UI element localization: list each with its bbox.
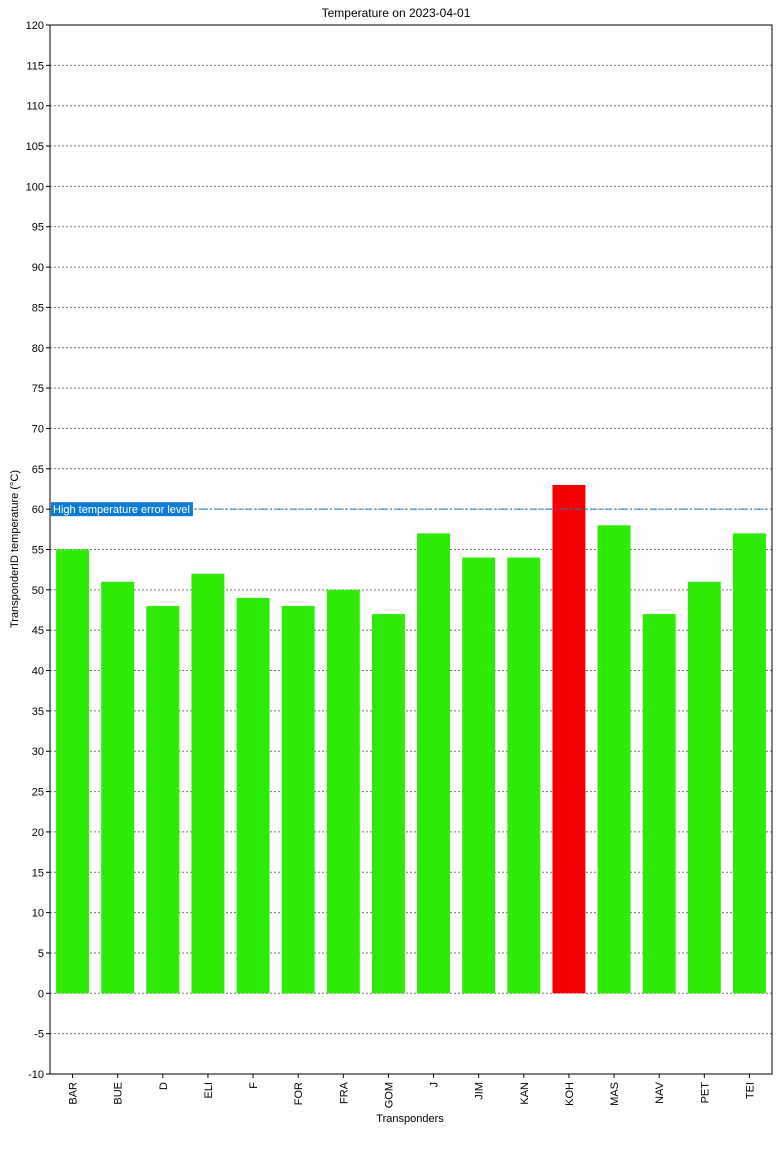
bar-koh <box>552 484 586 994</box>
y-tick-label: 75 <box>32 383 44 395</box>
y-tick-label: 25 <box>32 787 44 799</box>
x-tick-label: J <box>429 1082 441 1088</box>
x-tick-label: KOH <box>564 1082 576 1106</box>
bar-jim <box>462 557 496 994</box>
bar-pet <box>687 581 721 994</box>
y-tick-label: 90 <box>32 262 44 274</box>
y-tick-label: 10 <box>32 908 44 920</box>
y-tick-label: 95 <box>32 222 44 234</box>
x-tick-label: MAS <box>609 1082 621 1106</box>
x-tick-label: PET <box>699 1082 711 1104</box>
x-tick-label: FOR <box>293 1082 305 1105</box>
y-tick-label: 30 <box>32 746 44 758</box>
x-tick-label: FRA <box>338 1081 350 1104</box>
y-tick-label: -5 <box>34 1029 44 1041</box>
bar-f <box>236 597 270 994</box>
x-axis-title: Transponders <box>376 1113 444 1125</box>
y-tick-label: 40 <box>32 666 44 678</box>
y-axis-title: TransponderID temperature (°C) <box>9 470 21 628</box>
y-tick-label: 0 <box>38 988 44 1000</box>
y-tick-label: -10 <box>28 1069 44 1081</box>
x-tick-label: TEI <box>744 1082 756 1099</box>
bar-bar <box>56 549 90 994</box>
y-tick-label: 120 <box>26 20 44 32</box>
y-tick-label: 85 <box>32 302 44 314</box>
y-tick-label: 45 <box>32 625 44 637</box>
y-tick-label: 50 <box>32 585 44 597</box>
y-tick-label: 115 <box>26 60 44 72</box>
y-tick-label: 110 <box>26 101 44 113</box>
y-tick-label: 15 <box>32 867 44 879</box>
x-tick-label: GOM <box>383 1082 395 1108</box>
x-tick-label: F <box>248 1082 260 1089</box>
bar-kan <box>507 557 541 994</box>
x-tick-label: KAN <box>519 1082 531 1105</box>
y-tick-label: 60 <box>32 504 44 516</box>
threshold-label-bg <box>51 502 193 517</box>
bar-nav <box>642 614 676 994</box>
bar-bue <box>101 581 135 994</box>
bar-j <box>417 533 451 994</box>
y-tick-label: 70 <box>32 423 44 435</box>
y-tick-label: 80 <box>32 343 44 355</box>
y-tick-label: 105 <box>26 141 44 153</box>
x-tick-label: JIM <box>474 1082 486 1100</box>
bar-tei <box>732 533 766 994</box>
bar-eli <box>191 573 225 994</box>
chart-title: Temperature on 2023-04-01 <box>322 6 471 20</box>
x-tick-label: ELI <box>203 1082 215 1099</box>
bar-gom <box>371 614 405 994</box>
y-tick-label: 100 <box>26 181 44 193</box>
x-tick-label: NAV <box>654 1081 666 1103</box>
bar-for <box>281 605 315 994</box>
threshold-group: High temperature error level <box>50 502 772 516</box>
y-tick-label: 65 <box>32 464 44 476</box>
y-tick-label: 5 <box>38 948 44 960</box>
x-axis-ticks: BAR BUE D ELI F FOR FRA GOM J JIM KAN KOH MAS NAV PET T… <box>68 1074 756 1108</box>
y-tick-label: 35 <box>32 706 44 718</box>
bar-d <box>146 605 180 994</box>
bars <box>56 484 766 994</box>
x-tick-label: BUE <box>113 1082 125 1105</box>
y-axis-ticks: -10 -5 0 5 10 15 20 25 30 35 40 45 50 55 60 65 70 75 80 85 9… <box>26 20 50 1081</box>
x-tick-label: D <box>158 1082 170 1090</box>
threshold-label: High temperature error level <box>53 504 190 516</box>
bar-mas <box>597 525 631 994</box>
bar-fra <box>326 589 360 994</box>
y-tick-label: 55 <box>32 545 44 557</box>
y-tick-label: 20 <box>32 827 44 839</box>
x-tick-label: BAR <box>68 1082 80 1105</box>
